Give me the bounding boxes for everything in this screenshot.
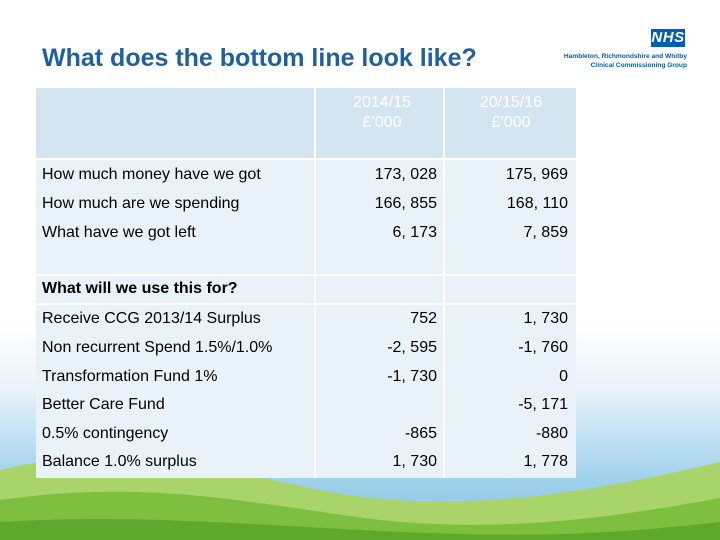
value-2014-15: 166, 855: [374, 195, 437, 212]
value-2015-16: -880: [535, 425, 568, 442]
row-divider: [36, 303, 576, 305]
table-row: Non recurrent Spend 1.5%/1.0% -2, 595 -1…: [36, 333, 576, 362]
nhs-logo: NHS: [651, 29, 685, 47]
row-label: 0.5% contingency: [42, 425, 169, 442]
value-2015-16: -5, 171: [518, 396, 568, 413]
column-divider: [443, 88, 445, 478]
row-divider: [36, 158, 576, 160]
row-label: Non recurrent Spend 1.5%/1.0%: [42, 339, 273, 356]
row-label: Better Care Fund: [42, 396, 165, 413]
slide-title: What does the bottom line look like?: [42, 44, 477, 72]
column-header-2015-16: 20/15/16 £’000: [479, 94, 543, 131]
value-2015-16: 1, 730: [523, 310, 568, 327]
table-row-empty: [36, 246, 576, 275]
row-label: How much money have we got: [42, 166, 261, 183]
value-2015-16: -1, 760: [518, 339, 568, 356]
table-header: 2014/15 £’000 20/15/16 £’000: [36, 88, 576, 158]
table-section-heading: What will we use this for?: [36, 274, 576, 303]
value-2014-15: -2, 595: [387, 339, 437, 356]
row-label: Transformation Fund 1%: [42, 368, 218, 385]
org-name: Hambleton, Richmondshire and Whitby Clin…: [550, 53, 687, 70]
value-2015-16: 168, 110: [506, 195, 568, 212]
column-header-2014-15: 2014/15 £’000: [353, 94, 411, 131]
table-row: How much are we spending 166, 855 168, 1…: [36, 189, 576, 218]
row-label: Balance 1.0% surplus: [42, 453, 197, 470]
table-row: What have we got left 6, 173 7, 859: [36, 218, 576, 247]
table-row: 0.5% contingency -865 -880: [36, 419, 576, 448]
value-2014-15: 173, 028: [374, 166, 437, 183]
row-label: What have we got left: [42, 224, 196, 241]
value-2014-15: 752: [410, 310, 437, 327]
section-heading: What will we use this for?: [42, 280, 238, 297]
table-row: Better Care Fund -5, 171: [36, 390, 576, 419]
value-2014-15: -1, 730: [387, 368, 437, 385]
slide-header: What does the bottom line look like? NHS…: [0, 0, 720, 90]
value-2015-16: 175, 969: [505, 166, 568, 183]
column-divider: [314, 88, 316, 478]
value-2015-16: 1, 778: [523, 453, 568, 470]
value-2014-15: 1, 730: [392, 453, 437, 470]
value-2015-16: 0: [559, 368, 568, 385]
row-label: Receive CCG 2013/14 Surplus: [42, 310, 261, 327]
table-row: Receive CCG 2013/14 Surplus 752 1, 730: [36, 304, 576, 333]
value-2014-15: 6, 173: [392, 224, 437, 241]
table-row: Transformation Fund 1% -1, 730 0: [36, 362, 576, 391]
table-row: How much money have we got 173, 028 175,…: [36, 160, 576, 189]
org-name-line-1: Hambleton, Richmondshire and Whitby: [563, 53, 687, 60]
row-divider: [36, 274, 576, 276]
budget-table: 2014/15 £’000 20/15/16 £’000 How much mo…: [36, 88, 576, 478]
value-2014-15: -865: [404, 425, 437, 442]
value-2015-16: 7, 859: [523, 224, 568, 241]
row-label: How much are we spending: [42, 195, 240, 212]
table-row: Balance 1.0% surplus 1, 730 1, 778: [36, 447, 576, 476]
org-name-line-2: Clinical Commissioning Group: [590, 61, 687, 69]
